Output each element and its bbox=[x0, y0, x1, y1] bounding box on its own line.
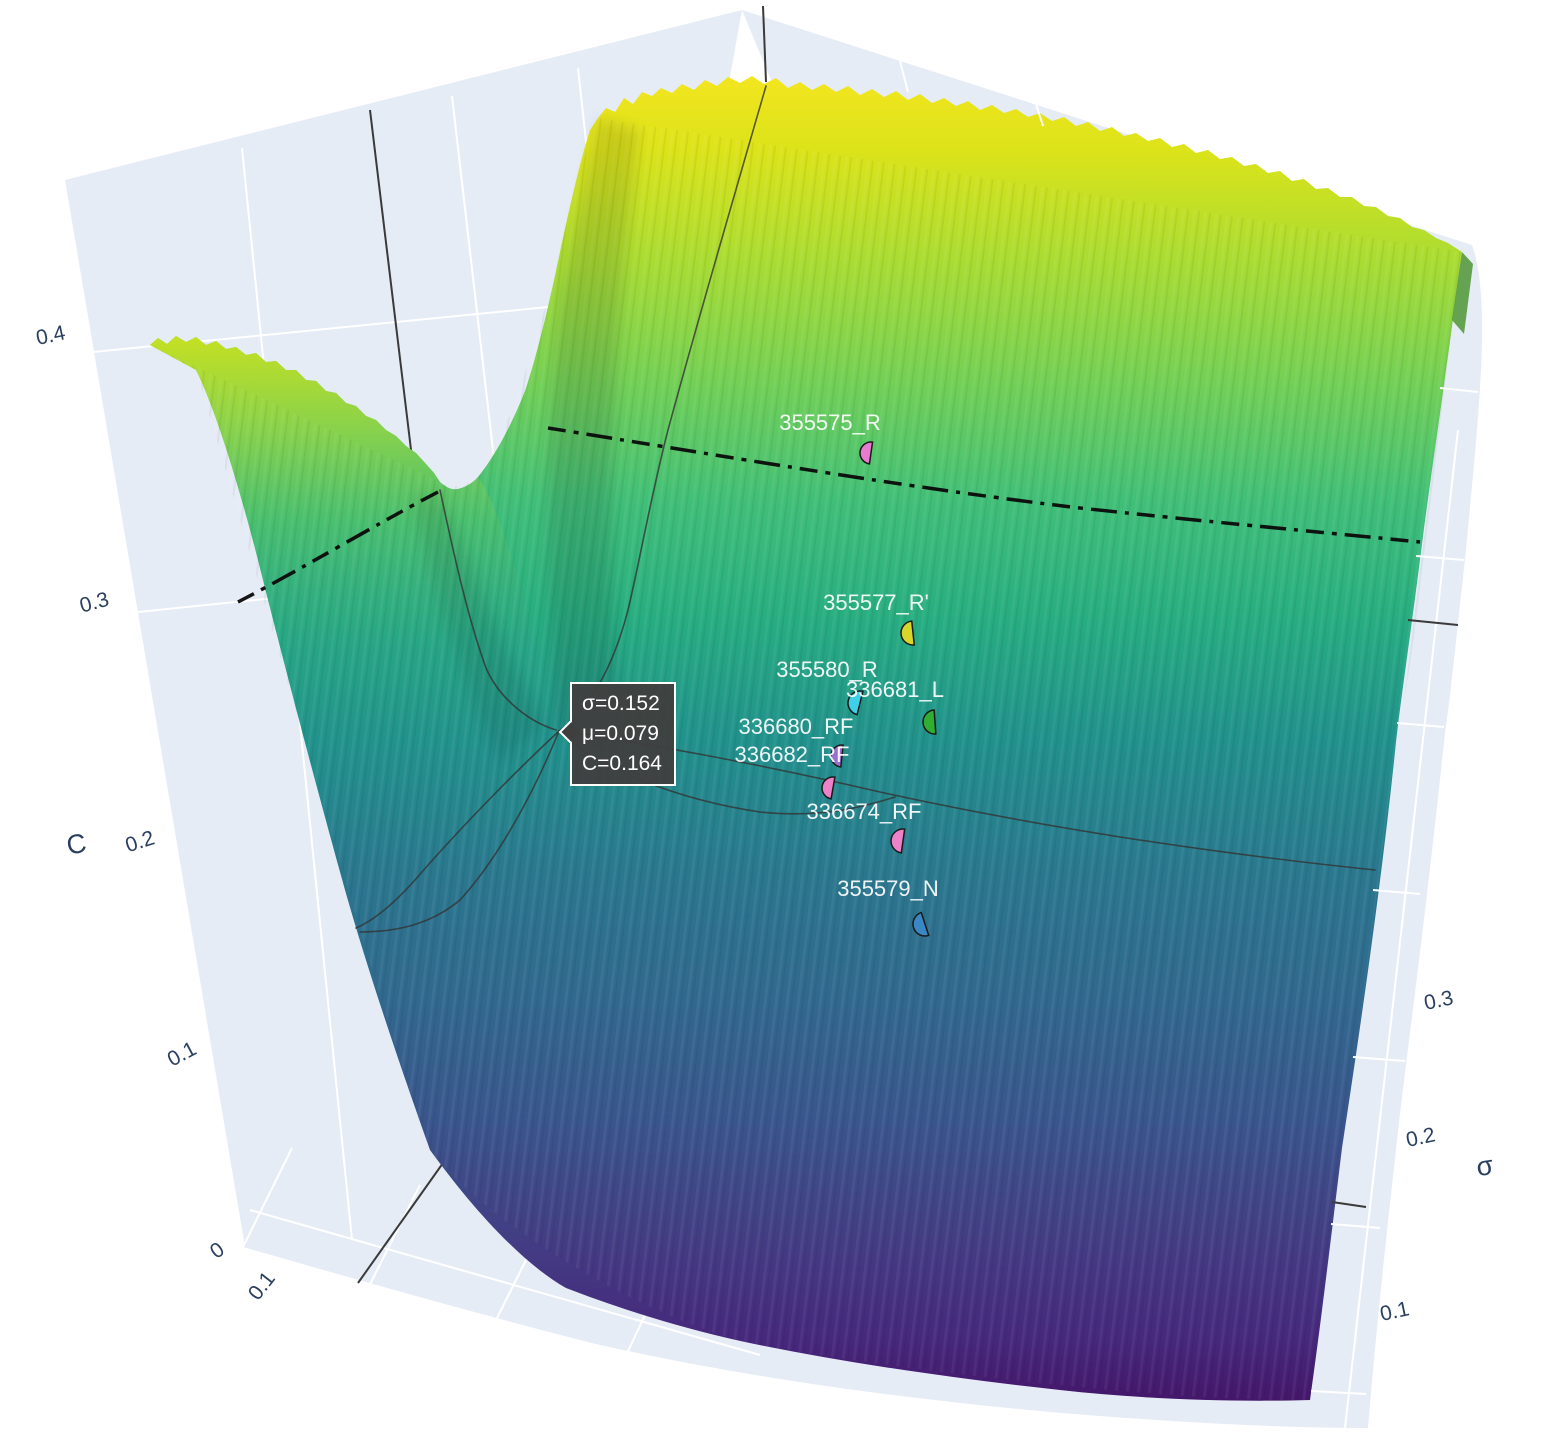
sigma-axis-title: σ bbox=[1474, 1150, 1495, 1182]
slice-projection-right-wall bbox=[1407, 619, 1459, 626]
c-axis-tick: 0.3 bbox=[77, 588, 111, 618]
c-axis-tick: 0 bbox=[206, 1238, 229, 1264]
scatter-points bbox=[820, 441, 937, 940]
sigma-axis-tick: 0.3 bbox=[1422, 986, 1455, 1015]
point-label: 355575_R bbox=[779, 410, 881, 435]
sigma-axis-tick: 0.1 bbox=[1378, 1297, 1411, 1326]
mu-axis-line-floor bbox=[357, 1162, 444, 1284]
c-axis-title: C bbox=[64, 828, 88, 861]
valley-shadow bbox=[548, 118, 640, 740]
scatter-labels: 355575_R 355577_R' 355580_R 336681_L 336… bbox=[735, 410, 944, 901]
surface-edge-sliver bbox=[1452, 252, 1473, 334]
point-label: 355577_R' bbox=[823, 590, 929, 615]
point-label: 336681_L bbox=[846, 677, 944, 702]
mu-axis-tick: 0.1 bbox=[244, 1267, 280, 1304]
point-marker[interactable] bbox=[910, 911, 930, 940]
point-marker[interactable] bbox=[820, 775, 836, 800]
tooltip-c-value: C=0.164 bbox=[582, 752, 662, 775]
point-marker[interactable] bbox=[859, 441, 874, 465]
c-axis-tick: 0.4 bbox=[34, 321, 68, 350]
right-wall-gridlines bbox=[899, 60, 1479, 1429]
hover-tooltip: σ=0.152 μ=0.079 C=0.164 bbox=[558, 682, 676, 786]
surface-texture bbox=[150, 118, 1462, 1401]
tooltip-mu-value: μ=0.079 bbox=[582, 722, 659, 745]
hill-slope-shadow bbox=[412, 492, 545, 762]
sigma-axis-tick: 0.2 bbox=[1404, 1123, 1437, 1152]
tooltip-sigma-value: σ=0.152 bbox=[582, 692, 660, 715]
point-label: 355579_N bbox=[837, 876, 939, 901]
dashed-contour bbox=[237, 426, 1421, 604]
c-axis-tick: 0.1 bbox=[164, 1037, 201, 1071]
c-axis-tick: 0.2 bbox=[123, 826, 158, 857]
point-marker[interactable] bbox=[922, 709, 937, 735]
point-marker[interactable] bbox=[889, 827, 906, 854]
point-label: 336682_RF bbox=[735, 742, 850, 767]
point-label: 355580_R bbox=[776, 657, 878, 682]
surface-group[interactable] bbox=[150, 76, 1473, 1401]
point-marker[interactable] bbox=[900, 620, 916, 646]
point-marker[interactable] bbox=[830, 744, 844, 768]
point-marker[interactable] bbox=[845, 688, 864, 716]
tick-mark-right-wall bbox=[1331, 1201, 1367, 1208]
slice-projection-back-wall bbox=[762, 5, 767, 83]
point-label: 336674_RF bbox=[807, 799, 922, 824]
slice-projection-left-wall bbox=[369, 109, 413, 459]
point-label: 336680_RF bbox=[739, 714, 854, 739]
